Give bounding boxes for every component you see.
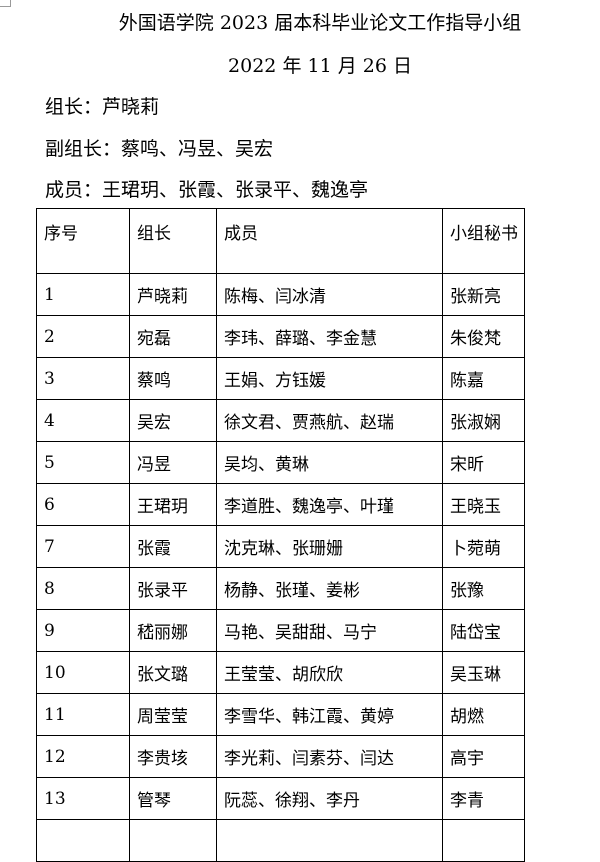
members-cell: 王娟、方钰媛 <box>216 357 443 400</box>
table-row: 11 周莹莹 李雪华、韩江霞、黄婷 胡燃 <box>36 693 525 736</box>
leader-cell: 芦晓莉 <box>129 273 217 316</box>
secretary-cell: 朱俊梵 <box>442 315 525 358</box>
index-cell: 6 <box>36 483 130 526</box>
secretary-cell: 胡燃 <box>442 693 525 736</box>
index-cell: 11 <box>36 693 130 736</box>
leader-cell: 吴宏 <box>129 399 217 442</box>
table-row: 10 张文璐 王莹莹、胡欣欣 吴玉琳 <box>36 651 525 694</box>
leader-cell: 冯昱 <box>129 441 217 484</box>
index-cell: 2 <box>36 315 130 358</box>
table-row: 5 冯昱 吴均、黄琳 宋昕 <box>36 441 525 484</box>
leader-cell: 王珺玥 <box>129 483 217 526</box>
members-cell: 沈克琳、张珊姗 <box>216 525 443 568</box>
index-cell: 12 <box>36 735 130 778</box>
index-cell: 4 <box>36 399 130 442</box>
index-cell: 7 <box>36 525 130 568</box>
secretary-cell: 高宇 <box>442 735 525 778</box>
table-row: 2 宛磊 李玮、薛璐、李金慧 朱俊梵 <box>36 315 525 358</box>
index-cell: 3 <box>36 357 130 400</box>
leader-cell: 宛磊 <box>129 315 217 358</box>
secretary-cell: 陈嘉 <box>442 357 525 400</box>
table-row: 6 王珺玥 李道胜、魏逸亭、叶瑾 王晓玉 <box>36 483 525 526</box>
members-cell: 李雪华、韩江霞、黄婷 <box>216 693 443 736</box>
table-row: 13 管琴 阮蕊、徐翔、李丹 李青 <box>36 777 525 820</box>
leader-cell: 李贵垓 <box>129 735 217 778</box>
secretary-cell: 王晓玉 <box>442 483 525 526</box>
leader-cell: 蔡鸣 <box>129 357 217 400</box>
members-cell: 徐文君、贾燕航、赵瑞 <box>216 399 443 442</box>
members-cell: 王莹莹、胡欣欣 <box>216 651 443 694</box>
table-row: 1 芦晓莉 陈梅、闫冰清 张新亮 <box>36 273 525 316</box>
index-cell: 1 <box>36 273 130 316</box>
members-cell: 杨静、张瑾、姜彬 <box>216 567 443 610</box>
members-cell: 李光莉、闫素芬、闫达 <box>216 735 443 778</box>
secretary-cell: 张淑娴 <box>442 399 525 442</box>
table-row: 12 李贵垓 李光莉、闫素芬、闫达 高宇 <box>36 735 525 778</box>
members-line: 成员：王珺玥、张霞、张录平、魏逸亭 <box>45 179 369 201</box>
secretary-cell: 吴玉琳 <box>442 651 525 694</box>
members-cell: 吴均、黄琳 <box>216 441 443 484</box>
table-row: 4 吴宏 徐文君、贾燕航、赵瑞 张淑娴 <box>36 399 525 442</box>
vice-leaders-line: 副组长：蔡鸣、冯昱、吴宏 <box>45 138 274 160</box>
members-cell: 李玮、薛璐、李金慧 <box>216 315 443 358</box>
page-corner-mark <box>0 0 11 7</box>
secretary-cell: 卜菀萌 <box>442 525 525 568</box>
table-header-row: 序号 组长 成员 小组秘书 <box>36 208 525 274</box>
document-title: 外国语学院 2023 届本科毕业论文工作指导小组 <box>118 12 522 34</box>
header-cell: 成员 <box>216 208 443 274</box>
secretary-cell: 陆岱宝 <box>442 609 525 652</box>
table-row: 3 蔡鸣 王娟、方钰媛 陈嘉 <box>36 357 525 400</box>
members-cell: 陈梅、闫冰清 <box>216 273 443 316</box>
members-cell: 阮蕊、徐翔、李丹 <box>216 777 443 820</box>
secretary-cell: 张新亮 <box>442 273 525 316</box>
index-cell: 8 <box>36 567 130 610</box>
document-date: 2022 年 11 月 26 日 <box>228 55 412 77</box>
index-cell: 13 <box>36 777 130 820</box>
index-cell: 9 <box>36 609 130 652</box>
index-cell: 5 <box>36 441 130 484</box>
group-table: 序号 组长 成员 小组秘书 1 芦晓莉 陈梅、闫冰清 张新亮 2 宛磊 李玮、薛璐、李金慧朱… <box>36 208 525 862</box>
header-cell: 序号 <box>36 208 130 274</box>
secretary-cell: 宋昕 <box>442 441 525 484</box>
members-cell: 马艳、吴甜甜、马宁 <box>216 609 443 652</box>
leader-cell: 管琴 <box>129 777 217 820</box>
table-row: 8 张录平 杨静、张瑾、姜彬 张豫 <box>36 567 525 610</box>
secretary-cell: 张豫 <box>442 567 525 610</box>
leader-line: 组长：芦晓莉 <box>45 96 160 118</box>
leader-cell: 嵇丽娜 <box>129 609 217 652</box>
index-cell: 10 <box>36 651 130 694</box>
leader-cell: 张霞 <box>129 525 217 568</box>
leader-cell: 张录平 <box>129 567 217 610</box>
header-cell: 小组秘书 <box>442 208 525 274</box>
header-cell: 组长 <box>129 208 217 274</box>
leader-cell: 张文璐 <box>129 651 217 694</box>
leader-cell: 周莹莹 <box>129 693 217 736</box>
table-row: 9 嵇丽娜 马艳、吴甜甜、马宁 陆岱宝 <box>36 609 525 652</box>
members-cell: 李道胜、魏逸亭、叶瑾 <box>216 483 443 526</box>
table-row: 7 张霞 沈克琳、张珊姗 卜菀萌 <box>36 525 525 568</box>
secretary-cell: 李青 <box>442 777 525 820</box>
